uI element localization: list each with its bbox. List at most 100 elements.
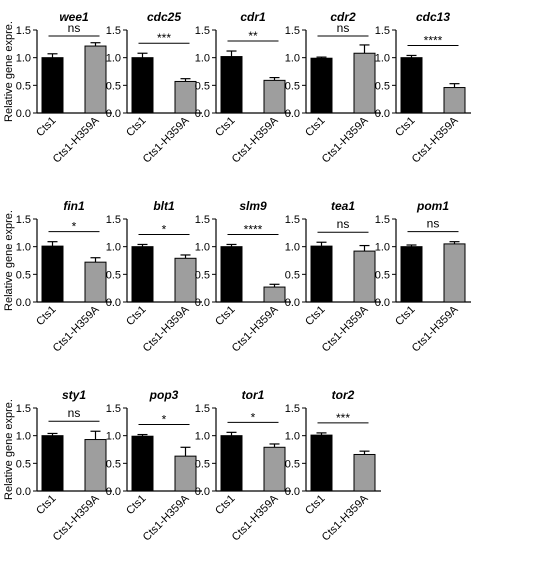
bar-cts1 bbox=[220, 246, 243, 303]
y-tick-label: 1.0 bbox=[195, 53, 210, 65]
x-tick-label: Cts1 bbox=[34, 115, 58, 139]
panel-title: blt1 bbox=[153, 199, 175, 213]
y-tick-label: 1.0 bbox=[16, 242, 31, 254]
y-tick-label: 0.5 bbox=[16, 269, 31, 281]
y-tick-label: 1.5 bbox=[106, 403, 121, 415]
bar-cts1 bbox=[131, 246, 154, 303]
y-tick-label: 1.0 bbox=[285, 242, 300, 254]
y-tick-label: 1.0 bbox=[195, 431, 210, 443]
panel-title: sty1 bbox=[62, 388, 86, 402]
bar-cts1 bbox=[310, 57, 333, 114]
x-tick-label: Cts1 bbox=[213, 115, 237, 139]
y-tick-label: 1.5 bbox=[106, 25, 121, 37]
y-tick-label: 0.0 bbox=[285, 108, 300, 120]
y-tick-label: 1.5 bbox=[195, 214, 210, 226]
bar-cts1-h359a bbox=[174, 80, 197, 114]
y-tick-label: 0.0 bbox=[195, 108, 210, 120]
y-axis-label: Relative gene expre. bbox=[3, 210, 15, 311]
y-tick-label: 1.5 bbox=[375, 25, 390, 37]
bar-cts1 bbox=[131, 435, 154, 492]
bar-cts1-h359a bbox=[174, 455, 197, 492]
x-tick-label: Cts1 bbox=[124, 304, 148, 328]
y-tick-label: 0.5 bbox=[16, 458, 31, 470]
y-tick-label: 0.0 bbox=[285, 297, 300, 309]
panel-title: cdc25 bbox=[147, 10, 181, 24]
y-tick-label: 1.0 bbox=[195, 242, 210, 254]
y-tick-label: 0.0 bbox=[375, 108, 390, 120]
y-tick-label: 0.0 bbox=[16, 486, 31, 498]
significance-label: ns bbox=[68, 21, 81, 35]
x-tick-label: Cts1-H359A bbox=[410, 303, 461, 354]
y-tick-label: 1.0 bbox=[16, 431, 31, 443]
bar-cts1-h359a bbox=[263, 446, 286, 492]
bar-cts1-h359a bbox=[174, 257, 197, 303]
bar-cts1 bbox=[400, 57, 423, 114]
y-tick-label: 1.0 bbox=[375, 53, 390, 65]
x-tick-label: Cts1 bbox=[303, 493, 327, 517]
y-tick-label: 0.5 bbox=[285, 269, 300, 281]
x-tick-label: Cts1 bbox=[124, 115, 148, 139]
y-tick-label: 1.0 bbox=[106, 431, 121, 443]
bar-cts1-h359a bbox=[263, 286, 286, 303]
y-tick-label: 0.0 bbox=[106, 486, 121, 498]
x-tick-label: Cts1-H359A bbox=[141, 303, 192, 354]
bar-cts1 bbox=[41, 435, 64, 492]
y-tick-label: 0.5 bbox=[106, 269, 121, 281]
x-tick-label: Cts1-H359A bbox=[320, 303, 371, 354]
x-tick-label: Cts1-H359A bbox=[51, 303, 102, 354]
panel-title: wee1 bbox=[59, 10, 89, 24]
y-tick-label: 1.5 bbox=[16, 214, 31, 226]
panel-title: cdr2 bbox=[330, 10, 356, 24]
y-tick-label: 0.0 bbox=[16, 108, 31, 120]
y-tick-label: 0.5 bbox=[285, 458, 300, 470]
bar-cts1 bbox=[41, 245, 64, 303]
panel-title: pop3 bbox=[149, 388, 179, 402]
bar-cts1 bbox=[220, 56, 243, 114]
bar-cts1 bbox=[41, 57, 64, 114]
significance-label: ns bbox=[337, 21, 350, 35]
bar-cts1 bbox=[400, 246, 423, 303]
x-tick-label: Cts1 bbox=[393, 304, 417, 328]
y-tick-label: 1.5 bbox=[285, 403, 300, 415]
y-axis-label: Relative gene expre. bbox=[3, 399, 15, 500]
y-tick-label: 1.5 bbox=[285, 25, 300, 37]
y-tick-label: 0.5 bbox=[195, 458, 210, 470]
significance-label: *** bbox=[157, 31, 171, 45]
x-tick-label: Cts1 bbox=[213, 493, 237, 517]
y-tick-label: 0.5 bbox=[195, 269, 210, 281]
bar-cts1-h359a bbox=[443, 243, 466, 303]
y-tick-label: 1.5 bbox=[106, 214, 121, 226]
y-tick-label: 0.0 bbox=[285, 486, 300, 498]
x-tick-label: Cts1 bbox=[303, 304, 327, 328]
panel-title: tor2 bbox=[332, 388, 355, 402]
significance-label: ns bbox=[427, 217, 440, 231]
significance-label: **** bbox=[244, 222, 263, 236]
x-tick-label: Cts1 bbox=[34, 493, 58, 517]
y-axis-label: Relative gene expre. bbox=[3, 21, 15, 122]
y-tick-label: 0.0 bbox=[195, 297, 210, 309]
y-tick-label: 0.0 bbox=[195, 486, 210, 498]
y-tick-label: 1.0 bbox=[106, 53, 121, 65]
bar-cts1-h359a bbox=[263, 79, 286, 114]
bar-cts1 bbox=[131, 57, 154, 114]
y-tick-label: 0.5 bbox=[375, 80, 390, 92]
significance-label: ** bbox=[248, 29, 258, 43]
bar-cts1-h359a bbox=[84, 261, 107, 303]
x-tick-label: Cts1-H359A bbox=[320, 492, 371, 543]
x-tick-label: Cts1 bbox=[303, 115, 327, 139]
y-tick-label: 1.5 bbox=[195, 25, 210, 37]
y-tick-label: 0.0 bbox=[106, 108, 121, 120]
y-tick-label: 0.5 bbox=[285, 80, 300, 92]
x-tick-label: Cts1 bbox=[393, 115, 417, 139]
panel-title: cdc13 bbox=[416, 10, 450, 24]
y-tick-label: 0.0 bbox=[106, 297, 121, 309]
significance-label: **** bbox=[424, 33, 443, 47]
y-tick-label: 0.0 bbox=[375, 297, 390, 309]
significance-label: ns bbox=[68, 406, 81, 420]
